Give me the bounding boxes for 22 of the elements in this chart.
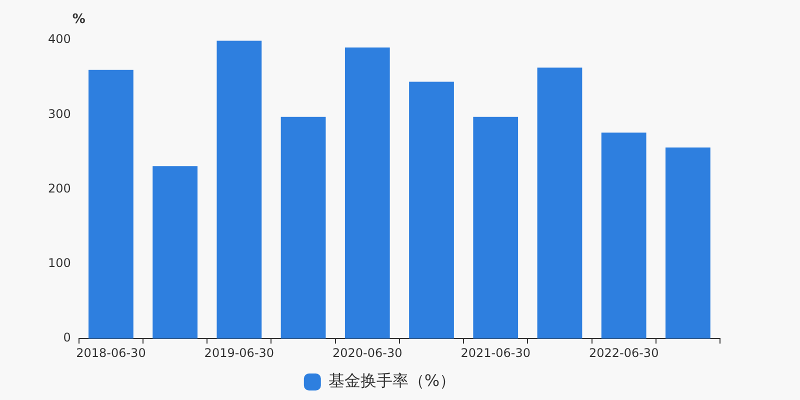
bar (473, 116, 518, 339)
bar (344, 47, 390, 339)
x-tick-label: 2020-06-30 (332, 346, 402, 360)
bar (280, 116, 326, 339)
x-tick-label: 2021-06-30 (460, 346, 530, 360)
y-tick-label: 300 (48, 106, 71, 121)
x-tick-label: 2019-06-30 (204, 346, 274, 360)
bar (88, 70, 134, 339)
y-axis-title: % (72, 12, 86, 27)
x-tick-label: 2018-06-30 (76, 346, 146, 360)
x-tick-label: 2022-06-30 (588, 346, 659, 360)
y-tick-label: 200 (48, 181, 71, 196)
bar (216, 40, 262, 339)
y-tick-label: 0 (63, 330, 71, 345)
bar (666, 147, 710, 339)
legend-label: 基金换手率（%） (328, 371, 456, 390)
bar (537, 68, 582, 339)
y-tick-label: 100 (48, 256, 71, 270)
bar (152, 166, 198, 339)
bar (409, 82, 454, 339)
y-tick-label: 400 (48, 32, 71, 46)
bar (601, 132, 646, 339)
